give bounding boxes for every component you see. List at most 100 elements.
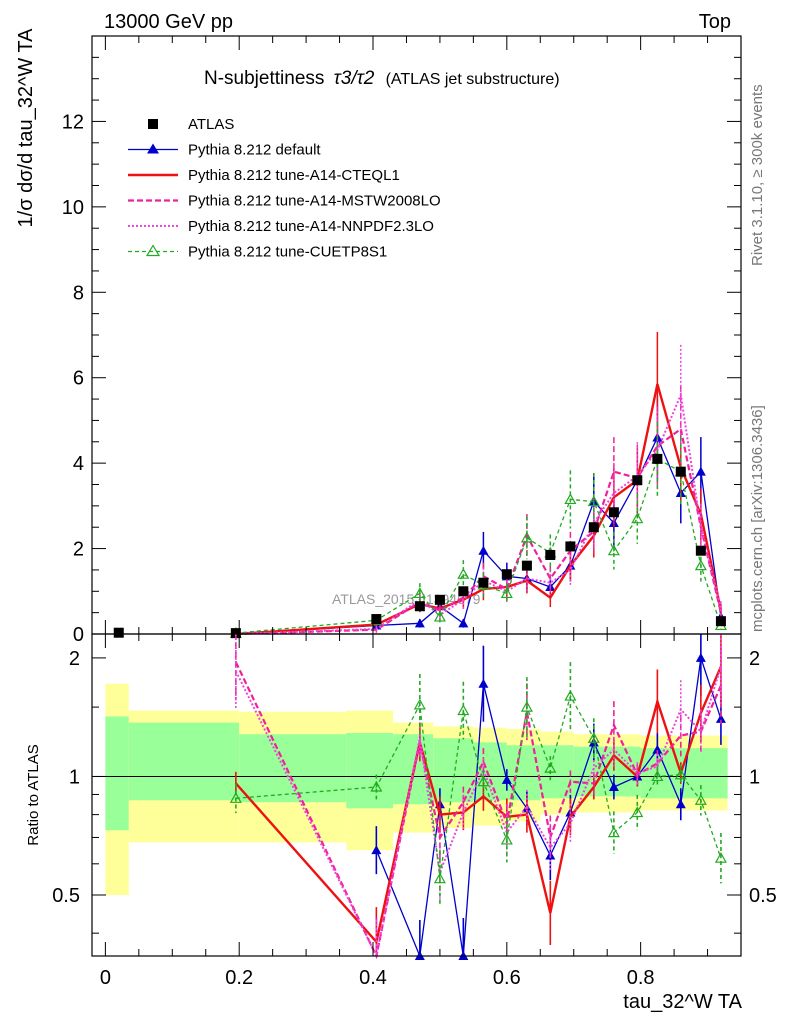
ratio-marker-default <box>478 678 489 688</box>
x-tick-label: 0.2 <box>225 967 253 989</box>
ratio-marker-cuetp <box>564 689 577 701</box>
x-tick-label: 0.8 <box>627 967 655 989</box>
ratio-line-default <box>375 657 722 959</box>
atlas-data-point <box>501 569 512 580</box>
legend-label: Pythia 8.212 tune-A14-MSTW2008LO <box>188 193 441 210</box>
atlas-data-point <box>434 594 445 605</box>
ratio-marker-cuetp <box>544 761 557 773</box>
atlas-data-point <box>608 507 619 518</box>
rivet-version-text: Rivet 3.1.10, ≥ 300k events <box>749 84 766 266</box>
ratio-band-inner <box>346 732 394 809</box>
ratio-y-tick-label-right: 2 <box>749 648 760 670</box>
atlas-data-point <box>414 601 425 612</box>
ratio-marker-default <box>371 845 382 855</box>
ratio-band-inner <box>105 716 129 831</box>
ratio-band-inner <box>239 734 347 803</box>
atlas-data-point <box>458 586 469 597</box>
legend-label: ATLAS <box>188 116 234 133</box>
atlas-data-point <box>652 453 663 464</box>
ratio-band-inner <box>128 722 240 801</box>
atlas-data-point <box>521 560 532 571</box>
header-left-text: 13000 GeV pp <box>104 11 233 33</box>
ratio-marker-cuetp <box>651 770 664 782</box>
main-marker-cuetp <box>457 567 470 579</box>
main-marker-default <box>695 466 706 476</box>
atlas-data-point <box>715 616 726 627</box>
plot-title-main: N-subjettiness <box>204 68 324 89</box>
main-marker-cuetp <box>694 559 707 571</box>
main-plot-area: 0 2 4 6 8 10 12 <box>62 35 742 646</box>
atlas-data-point <box>675 466 686 477</box>
y-tick-label: 2 <box>73 539 84 561</box>
x-tick-label: 0.6 <box>493 967 521 989</box>
ratio-marker-cuetp <box>631 806 644 818</box>
atlas-data-point <box>565 541 576 552</box>
main-marker-cuetp <box>520 531 533 543</box>
ratio-marker-cuetp <box>587 732 600 743</box>
legend-marker-cuetp <box>145 244 161 257</box>
main-marker-cuetp <box>564 493 577 505</box>
main-marker-cuetp <box>587 495 600 507</box>
ratio-plot-area: 0 0.2 0.4 0.6 0.8 0.5 0.5 1 1 2 2 <box>52 633 777 989</box>
x-tick-label: 0 <box>100 967 111 989</box>
ratio-band-inner <box>640 748 728 799</box>
ratio-y-tick-label: 1 <box>69 766 80 788</box>
main-marker-cuetp <box>413 587 426 599</box>
ratio-marker-cuetp <box>520 700 533 712</box>
ratio-marker-cuetp <box>607 826 620 838</box>
x-tick-label: 0.4 <box>359 967 387 989</box>
ratio-marker-cuetp <box>433 872 446 884</box>
main-marker-default <box>478 545 489 555</box>
y-tick-label: 6 <box>73 368 84 390</box>
main-marker-cuetp <box>500 587 513 599</box>
plot-title: N-subjettiness τ3/τ2 (ATLAS jet substruc… <box>204 68 560 89</box>
ratio-marker-cuetp <box>457 704 470 716</box>
ratio-band-inner <box>506 745 541 801</box>
plot-title-suffix: (ATLAS jet substructure) <box>386 71 560 88</box>
y-tick-label: 4 <box>73 453 84 475</box>
y-tick-label: 10 <box>62 197 84 219</box>
atlas-data-point <box>478 577 489 588</box>
ratio-marker-cuetp <box>413 698 426 710</box>
ratio-marker-default <box>695 652 706 662</box>
ratio-marker-cuetp <box>370 780 383 792</box>
header-right-text: Top <box>699 11 731 33</box>
atlas-data-point <box>545 549 556 560</box>
ratio-y-axis-label: Ratio to ATLAS <box>25 744 42 845</box>
ratio-line-cuetp <box>235 694 722 879</box>
atlas-data-point <box>695 545 706 556</box>
main-marker-cuetp <box>607 544 620 556</box>
x-axis-label: tau_32^W TA <box>623 991 742 1013</box>
ratio-marker-cuetp <box>477 775 490 787</box>
plot-title-formula: τ3/τ2 <box>334 68 375 89</box>
atlas-data-point <box>632 475 643 486</box>
ratio-marker-cuetp <box>229 792 242 803</box>
atlas-data-point <box>588 522 599 533</box>
legend-marker-atlas <box>148 119 158 129</box>
ratio-y-tick-label-right: 1 <box>749 766 760 788</box>
ratio-marker-default <box>608 782 619 792</box>
ratio-y-tick-label-right: 0.5 <box>749 885 777 907</box>
ratio-marker-default <box>501 774 512 784</box>
ratio-marker-cuetp <box>694 794 707 805</box>
main-y-axis-label: 1/σ dσ/d tau_32^W TA <box>15 28 37 228</box>
main-marker-default <box>458 618 469 628</box>
ratio-marker-default <box>715 713 726 723</box>
legend-label: Pythia 8.212 default <box>188 142 321 159</box>
ratio-line-nnpdf <box>235 666 722 960</box>
ratio-marker-cuetp <box>500 833 513 845</box>
legend: ATLAS Pythia 8.212 default Pythia 8.212 tu… <box>128 116 441 261</box>
mcplots-url-text: mcplots.cern.ch [arXiv:1306.3436] <box>749 405 766 632</box>
ratio-y-tick-label: 2 <box>69 648 80 670</box>
main-marker-default <box>414 618 425 628</box>
legend-marker-default <box>147 143 159 154</box>
atlas-data-point <box>230 628 241 639</box>
legend-label: Pythia 8.212 tune-CUETP8S1 <box>188 244 387 261</box>
ratio-marker-cuetp <box>714 851 727 863</box>
legend-label: Pythia 8.212 tune-A14-CTEQL1 <box>188 167 400 184</box>
ratio-frame <box>91 633 742 957</box>
atlas-data-point <box>113 627 124 638</box>
main-marker-cuetp <box>433 610 446 622</box>
legend-label: Pythia 8.212 tune-A14-NNPDF2.3LO <box>188 218 434 235</box>
